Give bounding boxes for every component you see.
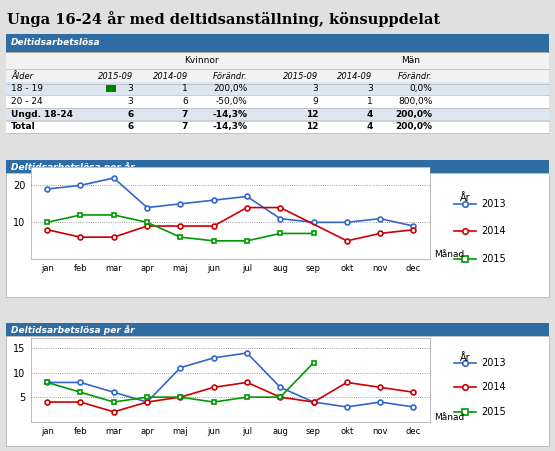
Text: Deltidsarbetslösa: Deltidsarbetslösa (11, 38, 100, 47)
Text: Förändr.: Förändr. (213, 72, 248, 81)
FancyBboxPatch shape (6, 82, 549, 95)
FancyBboxPatch shape (6, 95, 549, 108)
Text: 200,0%: 200,0% (396, 122, 432, 131)
Text: 3: 3 (367, 84, 373, 93)
FancyBboxPatch shape (6, 69, 549, 83)
Text: -14,3%: -14,3% (213, 122, 248, 131)
Text: År: År (460, 193, 470, 202)
Text: Månad: Månad (434, 250, 465, 259)
Text: Förändr.: Förändr. (398, 72, 432, 81)
Text: Kvinnor: Kvinnor (184, 55, 219, 64)
Text: 0,0%: 0,0% (410, 84, 432, 93)
Text: 2015: 2015 (482, 253, 506, 263)
FancyBboxPatch shape (6, 160, 549, 173)
Text: 4: 4 (366, 122, 373, 131)
FancyBboxPatch shape (6, 52, 549, 69)
Text: Kvinnor: Kvinnor (213, 177, 255, 187)
Text: År: År (460, 353, 470, 363)
Text: Män: Män (222, 338, 246, 348)
Text: 2014-09: 2014-09 (337, 72, 373, 81)
Text: Unga 16-24 år med deltidsanställning, könsuppdelat: Unga 16-24 år med deltidsanställning, kö… (7, 11, 440, 27)
FancyBboxPatch shape (6, 34, 549, 52)
Text: 800,0%: 800,0% (398, 97, 432, 106)
Text: 3: 3 (128, 84, 133, 93)
Text: Månad: Månad (434, 413, 465, 422)
Text: 6: 6 (127, 110, 133, 119)
Text: 2014-09: 2014-09 (153, 72, 188, 81)
Text: Ålder: Ålder (11, 72, 33, 81)
FancyBboxPatch shape (6, 120, 549, 133)
FancyBboxPatch shape (6, 323, 549, 336)
Text: Ungd. 18-24: Ungd. 18-24 (11, 110, 73, 119)
Text: 12: 12 (306, 110, 319, 119)
Text: 2015-09: 2015-09 (283, 72, 319, 81)
FancyBboxPatch shape (6, 173, 549, 297)
Text: 200,0%: 200,0% (213, 84, 248, 93)
Text: 7: 7 (181, 110, 188, 119)
Text: 4: 4 (366, 110, 373, 119)
Text: Total: Total (11, 122, 36, 131)
Text: Män: Män (401, 55, 420, 64)
Text: 2013: 2013 (482, 198, 506, 209)
Text: 200,0%: 200,0% (396, 110, 432, 119)
Text: -14,3%: -14,3% (213, 110, 248, 119)
Text: 2014: 2014 (482, 226, 506, 236)
Text: 3: 3 (312, 84, 319, 93)
Text: Deltidsarbetslösa per år: Deltidsarbetslösa per år (11, 161, 135, 171)
Text: 1: 1 (367, 97, 373, 106)
Text: 18 - 19: 18 - 19 (11, 84, 43, 93)
Text: 3: 3 (128, 97, 133, 106)
Text: 2015-09: 2015-09 (98, 72, 133, 81)
Text: 2014: 2014 (482, 382, 506, 392)
Text: 2013: 2013 (482, 358, 506, 368)
Text: Deltidsarbetslösa per år: Deltidsarbetslösa per år (11, 325, 135, 335)
FancyBboxPatch shape (106, 84, 116, 92)
Text: 6: 6 (127, 122, 133, 131)
Text: 7: 7 (181, 122, 188, 131)
Text: 20 - 24: 20 - 24 (11, 97, 43, 106)
Text: -50,0%: -50,0% (216, 97, 248, 106)
Text: 6: 6 (182, 97, 188, 106)
Text: 2015: 2015 (482, 407, 506, 417)
Text: 1: 1 (182, 84, 188, 93)
Text: 9: 9 (312, 97, 319, 106)
FancyBboxPatch shape (6, 336, 549, 446)
Text: 12: 12 (306, 122, 319, 131)
FancyBboxPatch shape (6, 108, 549, 121)
